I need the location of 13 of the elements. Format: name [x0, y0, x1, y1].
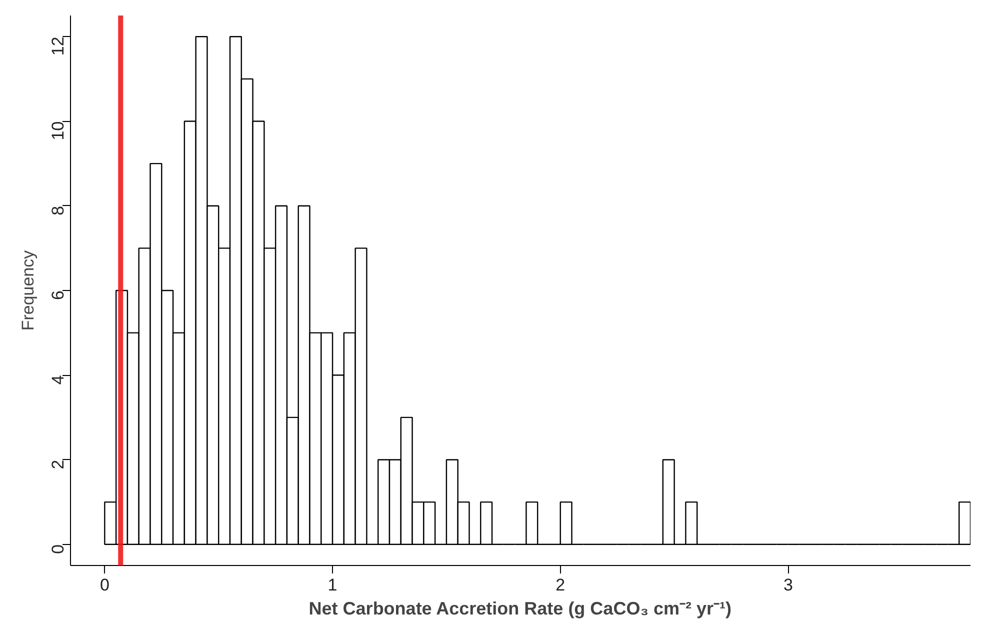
x-tick-label: 1 — [328, 576, 338, 594]
x-tick-label: 3 — [783, 576, 793, 594]
y-axis-title: Frequency — [18, 250, 38, 331]
x-tick-label: 2 — [556, 576, 566, 594]
y-tick-label: 12 — [48, 36, 68, 56]
x-axis-title: Net Carbonate Accretion Rate (g CaCO₃ cm⁻² yr⁻¹) — [308, 598, 732, 618]
y-tick-label: 4 — [48, 375, 68, 385]
y-tick-label: 10 — [48, 121, 68, 140]
y-tick-label: 0 — [48, 544, 68, 554]
y-tick-label: 2 — [48, 460, 68, 470]
y-tick-label: 8 — [48, 206, 68, 216]
y-tick-label: 6 — [48, 290, 68, 300]
x-tick-label: 0 — [100, 576, 110, 594]
